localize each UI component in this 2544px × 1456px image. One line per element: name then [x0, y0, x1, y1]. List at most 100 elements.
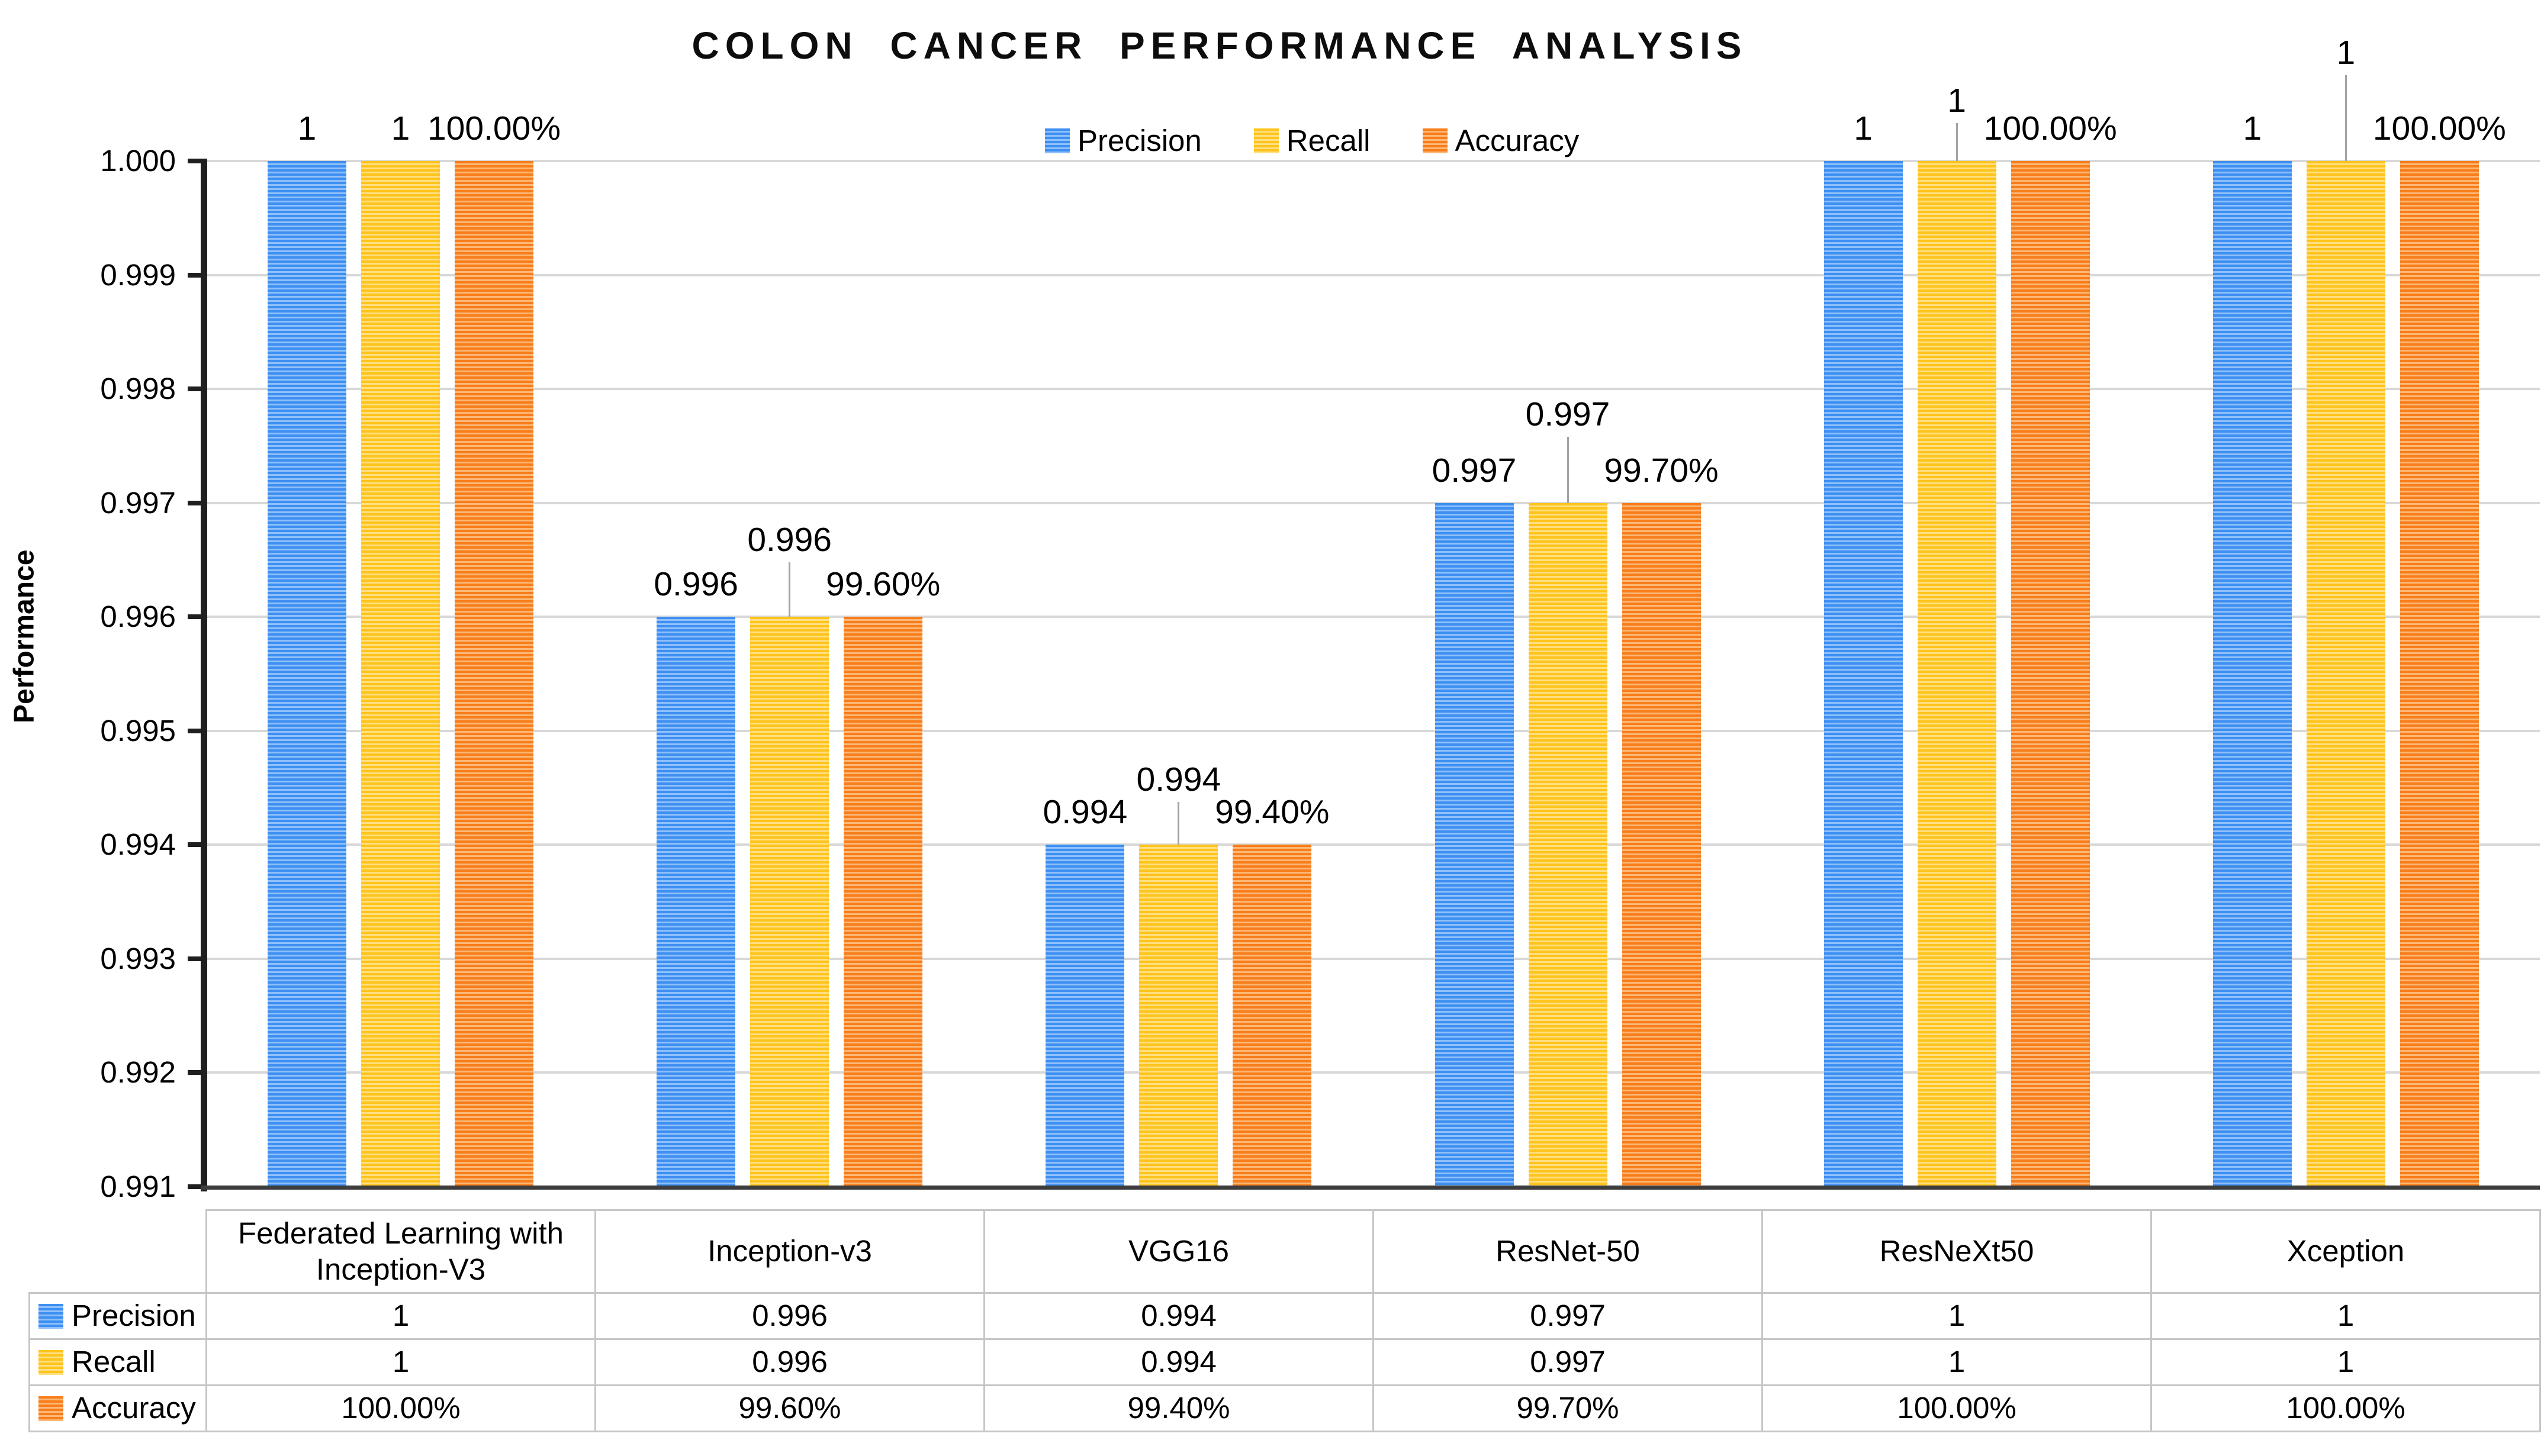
table-cell-recall-inception-v3: 0.996: [594, 1338, 985, 1386]
bar-label-recall-federated-learning-with-inception-v3: 1: [391, 109, 410, 147]
bar-label-recall-vgg16: 0.994: [1136, 761, 1221, 799]
y-tick-label: 0.997: [100, 485, 176, 520]
table-cell-precision-resnext50: 1: [1761, 1292, 2152, 1340]
table-cell-accuracy-federated-learning-with-inception-v3: 100.00%: [205, 1384, 596, 1432]
y-tick-label: 1.000: [100, 144, 176, 178]
bar-accuracy-vgg16: [1233, 845, 1312, 1187]
label-leader-line: [2344, 75, 2347, 161]
gridline: [205, 729, 2540, 732]
table-key-swatch-precision: [38, 1303, 63, 1329]
legend: Precision Recall Accuracy: [1045, 123, 1579, 158]
y-axis-tick: [188, 386, 205, 392]
y-axis-tick: [188, 956, 205, 961]
legend-swatch-recall: [1253, 128, 1279, 153]
bar-recall-vgg16: [1139, 845, 1218, 1187]
bar-accuracy-federated-learning-with-inception-v3: [455, 161, 533, 1187]
bar-accuracy-inception-v3: [844, 617, 923, 1187]
bar-precision-xception: [2212, 161, 2292, 1187]
table-cell-recall-xception: 1: [2150, 1338, 2541, 1386]
table-cell-precision-xception: 1: [2150, 1292, 2541, 1340]
bar-accuracy-resnet-50: [1622, 502, 1701, 1187]
legend-item-recall: Recall: [1253, 123, 1371, 158]
y-tick-label: 0.994: [100, 827, 176, 862]
y-axis-tick: [188, 1184, 205, 1189]
table-cell-recall-resnet-50: 0.997: [1372, 1338, 1763, 1386]
table-cell-accuracy-vgg16: 99.40%: [983, 1384, 1374, 1432]
bar-label-recall-resnet-50: 0.997: [1525, 395, 1610, 433]
table-cell-precision-vgg16: 0.994: [983, 1292, 1374, 1340]
x-axis-line: [201, 1186, 2540, 1190]
bar-label-accuracy-xception: 100.00%: [2372, 109, 2506, 147]
row-header-accuracy: Accuracy: [28, 1384, 207, 1432]
y-axis-tick: [188, 1070, 205, 1075]
bar-label-recall-inception-v3: 0.996: [747, 521, 832, 559]
y-axis-tick: [188, 159, 205, 163]
bar-label-precision-xception: 1: [2243, 109, 2262, 147]
bar-accuracy-xception: [2400, 161, 2479, 1187]
row-header-label: Precision: [72, 1299, 196, 1333]
y-tick-label: 0.999: [100, 257, 176, 292]
gridline: [205, 1071, 2540, 1074]
table-cell-accuracy-resnext50: 100.00%: [1761, 1384, 2152, 1432]
category-header-vgg16: VGG16: [983, 1209, 1374, 1294]
row-header-recall: Recall: [28, 1338, 207, 1386]
bar-recall-federated-learning-with-inception-v3: [361, 161, 440, 1187]
table-cell-accuracy-resnet-50: 99.70%: [1372, 1384, 1763, 1432]
chart-data-table: Federated Learning with Inception-V3 Ince…: [28, 1209, 2541, 1432]
row-header-precision: Precision: [28, 1292, 207, 1340]
gridline: [205, 843, 2540, 846]
legend-label: Accuracy: [1455, 124, 1580, 157]
legend-label: Precision: [1078, 124, 1202, 157]
category-header-xception: Xception: [2150, 1209, 2541, 1294]
y-axis-tick: [188, 842, 205, 848]
bar-label-precision-resnext50: 1: [1854, 109, 1873, 147]
legend-swatch-precision: [1045, 128, 1070, 153]
y-axis-tick: [188, 614, 205, 620]
chart-title: COLON CANCER PERFORMANCE ANALYSIS: [692, 24, 1748, 67]
gridline: [205, 616, 2540, 619]
legend-item-precision: Precision: [1045, 123, 1202, 158]
bar-accuracy-resnext50: [2011, 161, 2090, 1187]
bar-precision-vgg16: [1046, 845, 1125, 1187]
y-axis-tick: [188, 500, 205, 505]
category-header-resnext50: ResNeXt50: [1761, 1209, 2152, 1294]
bar-precision-resnet-50: [1435, 502, 1514, 1187]
bar-recall-inception-v3: [750, 617, 829, 1187]
data-table: Federated Learning with Inception-V3 Ince…: [28, 1209, 2541, 1432]
bar-label-accuracy-federated-learning-with-inception-v3: 100.00%: [427, 109, 561, 147]
bar-label-precision-inception-v3: 0.996: [654, 565, 738, 604]
table-cell-precision-resnet-50: 0.997: [1372, 1292, 1763, 1340]
y-tick-label: 0.991: [100, 1170, 176, 1203]
gridline: [205, 160, 2540, 162]
y-tick-label: 0.993: [100, 941, 176, 975]
bar-recall-resnext50: [1917, 161, 1996, 1187]
table-cell-precision-federated-learning-with-inception-v3: 1: [205, 1292, 596, 1340]
bar-label-accuracy-resnet-50: 99.70%: [1604, 451, 1719, 489]
label-leader-line: [789, 562, 791, 617]
y-axis-tick: [188, 272, 205, 278]
bar-label-recall-xception: 1: [2336, 34, 2356, 72]
bar-precision-federated-learning-with-inception-v3: [268, 161, 346, 1187]
y-tick-label: 0.992: [100, 1055, 176, 1090]
bar-label-precision-federated-learning-with-inception-v3: 1: [297, 109, 317, 147]
table-row-accuracy: Accuracy 100.00% 99.60% 99.40% 99.70% 100.00%…: [28, 1384, 2541, 1432]
table-cell-accuracy-xception: 100.00%: [2150, 1384, 2541, 1432]
label-leader-line: [1567, 436, 1569, 503]
gridline: [205, 273, 2540, 276]
table-key-swatch-accuracy: [38, 1396, 63, 1421]
bar-label-accuracy-vgg16: 99.40%: [1215, 793, 1330, 832]
bar-recall-xception: [2306, 161, 2385, 1187]
legend-item-accuracy: Accuracy: [1422, 123, 1580, 158]
y-axis-line: [201, 159, 207, 1191]
gridline: [205, 957, 2540, 960]
label-leader-line: [1956, 123, 1958, 161]
legend-label: Recall: [1286, 124, 1371, 157]
table-cell-precision-inception-v3: 0.996: [594, 1292, 985, 1340]
table-cell-recall-resnext50: 1: [1761, 1338, 2152, 1386]
bar-recall-resnet-50: [1528, 502, 1607, 1187]
category-header-resnet-50: ResNet-50: [1372, 1209, 1763, 1294]
gridline: [205, 501, 2540, 504]
bar-label-precision-resnet-50: 0.997: [1432, 451, 1517, 489]
